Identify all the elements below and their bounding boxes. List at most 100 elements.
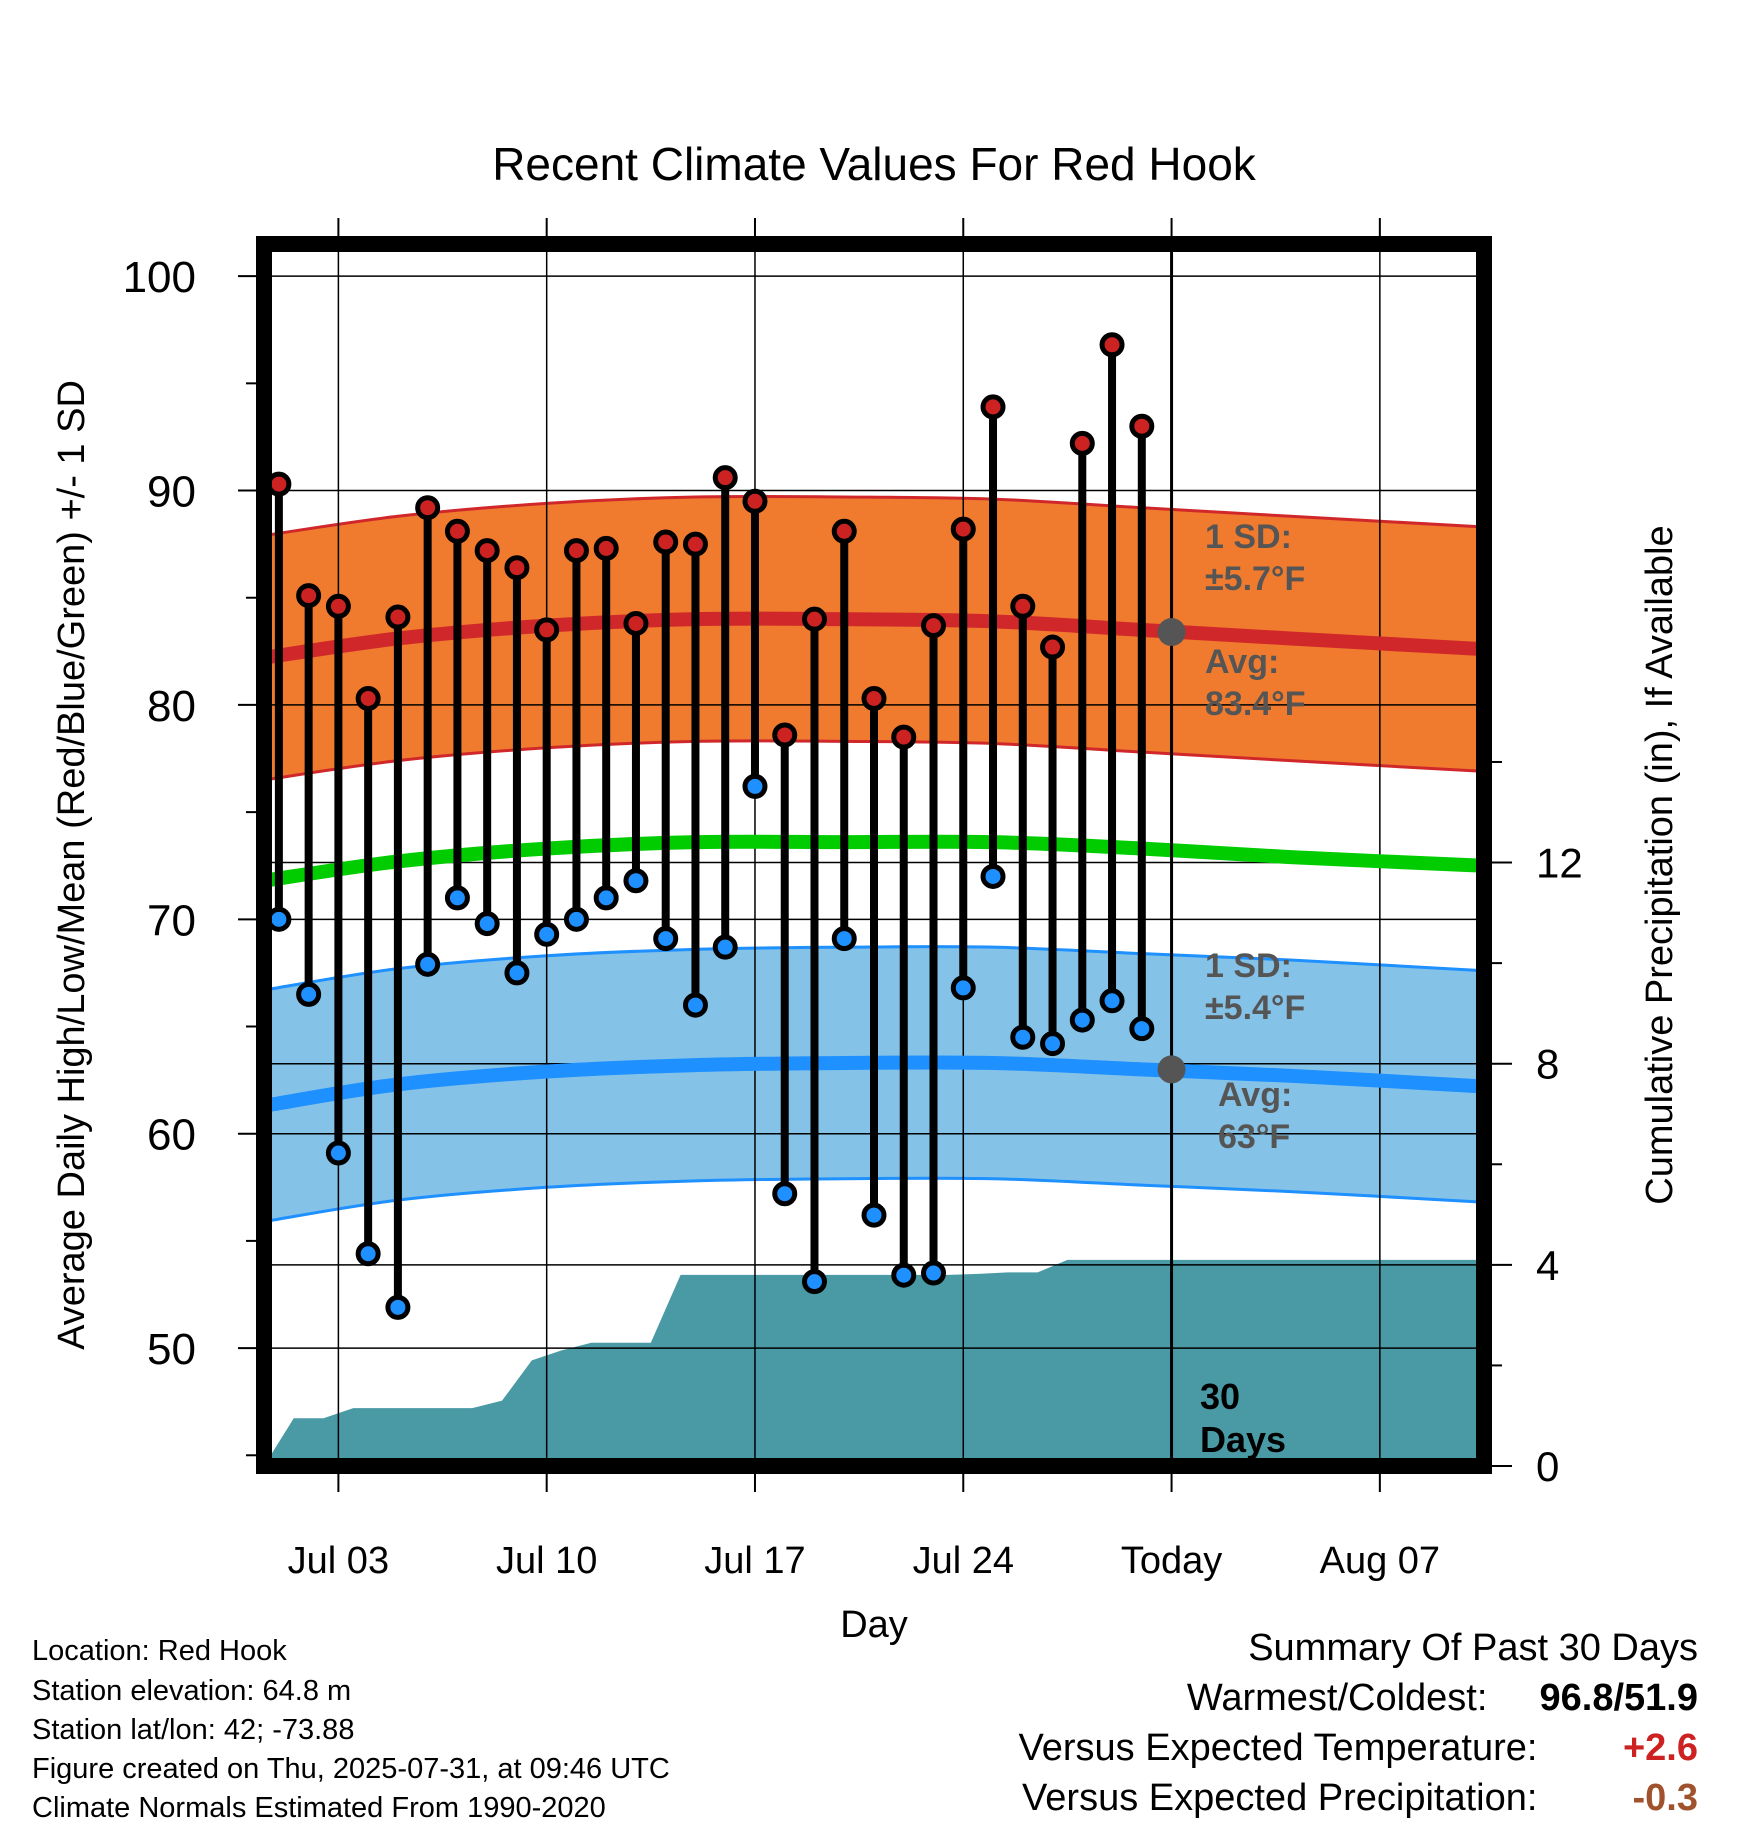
daily-low-point	[623, 868, 649, 894]
normal-low-line	[262, 1055, 1485, 1113]
high-sd-upper-edge	[263, 494, 1485, 538]
y2-tick-label: 8	[1536, 1041, 1559, 1088]
daily-high-point	[653, 529, 679, 555]
plot-frame	[256, 236, 1492, 1474]
precip-vs-expected-label: Versus Expected Precipitation:	[1022, 1777, 1538, 1819]
high-sd-band	[264, 496, 1484, 780]
created-text: Figure created on Thu, 2025-07-31, at 09…	[32, 1753, 670, 1785]
daily-low-point	[682, 992, 708, 1018]
x-axis-label: Day	[840, 1604, 908, 1646]
low-avg-value: 63°F	[1218, 1118, 1290, 1156]
daily-low-point	[415, 951, 441, 977]
today-high-avg-marker	[1157, 618, 1186, 647]
y-tick-label: 100	[123, 253, 196, 302]
daily-low-point	[1010, 1024, 1036, 1050]
location-text: Location: Red Hook	[32, 1635, 287, 1667]
y2-tick-label: 0	[1536, 1443, 1559, 1490]
precip-area	[264, 1259, 1484, 1466]
daily-low-point	[861, 1202, 887, 1228]
daily-low-point	[296, 981, 322, 1007]
today-low-avg-marker	[1157, 1055, 1186, 1084]
daily-low-point	[1129, 1016, 1155, 1042]
daily-high-point	[504, 555, 530, 581]
high-sd-label: 1 SD:	[1205, 518, 1292, 556]
normals-text: Climate Normals Estimated From 1990-2020	[32, 1792, 606, 1824]
y2-tick-label: 4	[1536, 1242, 1559, 1289]
daily-low-point	[563, 906, 589, 932]
daily-low-point	[921, 1260, 947, 1286]
high-sd-value: ±5.7°F	[1205, 560, 1305, 598]
x-tick-label: Jul 24	[913, 1540, 1014, 1582]
daily-high-point	[950, 516, 976, 542]
daily-low-point	[1099, 988, 1125, 1014]
latlon-text: Station lat/lon: 42; -73.88	[32, 1714, 355, 1746]
daily-low-point	[504, 960, 530, 986]
daily-low-point	[980, 863, 1006, 889]
daily-high-point	[623, 610, 649, 636]
daily-high-point	[772, 722, 798, 748]
daily-high-point	[474, 538, 500, 564]
precip-vs-expected-value: -0.3	[1632, 1777, 1698, 1819]
summary-title: Summary Of Past 30 Days	[1248, 1627, 1698, 1669]
warm-cold-label: Warmest/Coldest:	[1186, 1677, 1488, 1719]
daily-high-point	[1129, 413, 1155, 439]
days-count-word: Days	[1200, 1419, 1286, 1460]
daily-high-point	[861, 685, 887, 711]
daily-high-point	[801, 606, 827, 632]
high-avg-value: 83.4°F	[1205, 685, 1306, 723]
y-tick-label: 60	[147, 1111, 196, 1160]
low-sd-value: ±5.4°F	[1205, 989, 1305, 1027]
daily-low-point	[385, 1294, 411, 1320]
daily-low-point	[1040, 1031, 1066, 1057]
low-avg-label: Avg:	[1218, 1076, 1292, 1114]
daily-high-point	[682, 531, 708, 557]
daily-high-point	[534, 617, 560, 643]
elevation-text: Station elevation: 64.8 m	[32, 1675, 352, 1707]
daily-high-point	[415, 495, 441, 521]
plot-area: 1 SD: ±5.7°F Avg: 83.4°F 1 SD: ±5.4°F Avg: 63°F…	[123, 218, 1583, 1582]
daily-low-point	[891, 1262, 917, 1288]
daily-low-point	[355, 1241, 381, 1267]
daily-high-point	[980, 394, 1006, 420]
daily-low-point	[1069, 1007, 1095, 1033]
summary-temp: Versus Expected Temperature: +2.6	[1019, 1728, 1698, 1768]
x-tick-label: Jul 03	[288, 1540, 389, 1582]
daily-low-point	[772, 1181, 798, 1207]
daily-low-point	[742, 773, 768, 799]
daily-high-point	[712, 465, 738, 491]
daily-low-point	[712, 934, 738, 960]
x-tick-label: Jul 10	[496, 1540, 597, 1582]
warm-cold-value: 96.8/51.9	[1539, 1677, 1698, 1719]
daily-low-point	[444, 885, 470, 911]
summary-precip: Versus Expected Precipitation: -0.3	[1022, 1778, 1698, 1818]
y-tick-label: 70	[147, 896, 196, 945]
daily-high-point	[1069, 430, 1095, 456]
daily-low-point	[593, 885, 619, 911]
daily-high-point	[593, 535, 619, 561]
days-count-number: 30	[1200, 1376, 1240, 1417]
y-tick-label: 50	[147, 1325, 196, 1374]
daily-high-point	[444, 518, 470, 544]
daily-low-point	[950, 975, 976, 1001]
x-tick-label: Today	[1121, 1540, 1222, 1582]
low-sd-lower-edge	[263, 1176, 1485, 1224]
daily-high-point	[563, 538, 589, 564]
daily-high-point	[355, 685, 381, 711]
daily-high-point	[1010, 593, 1036, 619]
daily-high-point	[1040, 634, 1066, 660]
daily-high-point	[1099, 332, 1125, 358]
y2-axis-label: Cumulative Precipitation (in), If Availa…	[1639, 525, 1681, 1204]
daily-high-point	[325, 593, 351, 619]
daily-low-point	[474, 911, 500, 937]
daily-low-point	[534, 921, 560, 947]
daily-low-point	[801, 1269, 827, 1295]
high-avg-label: Avg:	[1205, 643, 1279, 681]
daily-high-point	[921, 613, 947, 639]
summary-warm-cold: Warmest/Coldest: 96.8/51.9	[1187, 1678, 1698, 1718]
daily-high-point	[831, 518, 857, 544]
daily-high-point	[742, 488, 768, 514]
daily-high-point	[891, 724, 917, 750]
low-sd-label: 1 SD:	[1205, 947, 1292, 985]
daily-low-point	[653, 926, 679, 952]
